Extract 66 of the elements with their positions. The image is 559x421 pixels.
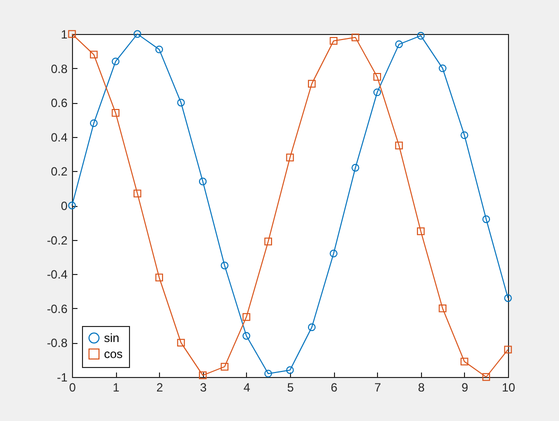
- point: [177, 338, 185, 347]
- point: [460, 131, 468, 140]
- point: [395, 40, 403, 48]
- point: [112, 109, 120, 117]
- point: [416, 227, 425, 236]
- point: [352, 164, 360, 172]
- y-tick-label: 0.2: [50, 164, 68, 179]
- legend-label: cos: [104, 347, 123, 361]
- point: [504, 294, 512, 302]
- x-tick-label: 2: [156, 380, 164, 394]
- y-tick-label: 0.6: [50, 96, 68, 110]
- point: [286, 366, 294, 374]
- point: [373, 88, 382, 96]
- point: [438, 64, 446, 72]
- x-tick-label: 0: [69, 380, 76, 394]
- point: [308, 323, 316, 332]
- point: [177, 98, 185, 106]
- point: [155, 46, 164, 54]
- point: [68, 202, 76, 210]
- point: [286, 154, 294, 162]
- point: [134, 30, 142, 38]
- x-tick-label: 10: [502, 380, 516, 394]
- y-tick-label: -0.6: [46, 302, 68, 316]
- point: [264, 238, 272, 246]
- point: [352, 34, 360, 42]
- x-tick-label: 7: [374, 380, 382, 394]
- x-tick-label: 1: [112, 380, 120, 394]
- x-tick-label: 4: [244, 380, 251, 394]
- point: [198, 371, 207, 380]
- point: [220, 362, 228, 371]
- y-tick-label: 1: [60, 28, 68, 42]
- point: [90, 119, 98, 128]
- point: [395, 142, 403, 150]
- y-tick-label: -0.8: [46, 336, 68, 350]
- point: [460, 358, 468, 366]
- point: [90, 50, 98, 58]
- point: [68, 30, 76, 38]
- y-tick-label: -1: [56, 370, 68, 384]
- point: [330, 250, 338, 258]
- point: [242, 313, 250, 321]
- y-tick-label: 0: [60, 199, 68, 213]
- point: [416, 32, 425, 40]
- x-tick-label: 3: [200, 380, 207, 394]
- point: [438, 304, 446, 312]
- point: [264, 370, 272, 378]
- point: [308, 80, 316, 88]
- x-tick-label: 5: [287, 380, 294, 394]
- y-tick-label: 0.8: [50, 62, 68, 76]
- point: [112, 58, 120, 66]
- y-tick-label: -0.2: [46, 233, 68, 248]
- y-tick-label: 0.4: [50, 130, 68, 144]
- x-tick-label: 9: [462, 380, 469, 394]
- point: [242, 332, 250, 340]
- point: [482, 215, 490, 224]
- point: [373, 73, 382, 81]
- point: [220, 262, 228, 270]
- legend-label: sin: [104, 331, 120, 345]
- point: [198, 178, 207, 186]
- point: [504, 346, 512, 354]
- point: [155, 274, 164, 282]
- x-tick-label: 6: [330, 380, 338, 394]
- point: [330, 37, 338, 45]
- point: [134, 190, 142, 198]
- y-tick-label: -0.4: [46, 268, 68, 282]
- x-tick-label: 8: [418, 380, 425, 394]
- point: [482, 373, 490, 381]
